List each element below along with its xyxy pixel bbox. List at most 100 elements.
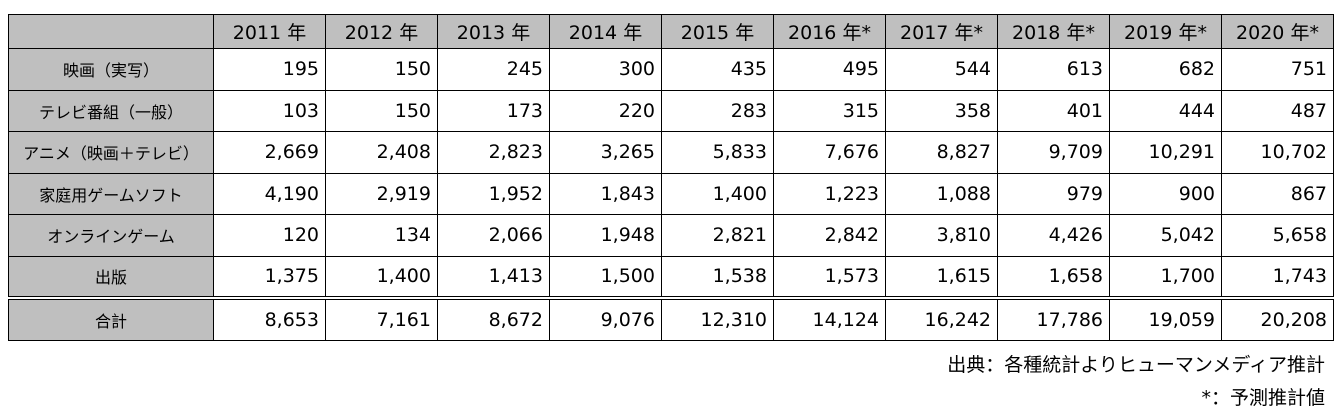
column-header: 2018 年* <box>997 14 1110 49</box>
value-cell: 2,842 <box>773 214 886 257</box>
value-cell: 103 <box>213 89 326 132</box>
value-cell: 120 <box>213 214 326 257</box>
column-header: 2011 年 <box>213 14 326 49</box>
value-cell: 150 <box>325 48 438 91</box>
value-cell: 401 <box>997 89 1110 132</box>
value-cell: 613 <box>997 48 1110 91</box>
value-cell: 435 <box>661 48 774 91</box>
value-cell: 1,223 <box>773 172 886 215</box>
value-cell: 10,291 <box>1109 131 1222 174</box>
value-cell: 5,658 <box>1221 214 1334 257</box>
value-cell: 7,161 <box>325 295 438 341</box>
legend-note: *：予測推計値 <box>1201 387 1325 409</box>
value-cell: 900 <box>1109 172 1222 215</box>
column-header: 2013 年 <box>437 14 550 49</box>
value-cell: 358 <box>885 89 998 132</box>
value-cell: 150 <box>325 89 438 132</box>
value-cell: 682 <box>1109 48 1222 91</box>
corner-cell <box>8 14 214 49</box>
value-cell: 5,042 <box>1109 214 1222 257</box>
value-cell: 3,265 <box>549 131 662 174</box>
row-label: 合計 <box>8 295 214 341</box>
value-cell: 444 <box>1109 89 1222 132</box>
table-row: 合計 8,653 7,161 8,672 9,076 12,310 14,124 16,242… <box>8 295 1334 341</box>
value-cell: 134 <box>325 214 438 257</box>
table-row: テレビ番組（一般） 103 150 173 220 283 315 358 401 444 487 <box>8 89 1334 132</box>
value-cell: 1,375 <box>213 255 326 298</box>
value-cell: 9,709 <box>997 131 1110 174</box>
value-cell: 495 <box>773 48 886 91</box>
table-row: アニメ（映画＋テレビ） 2,669 2,408 2,823 3,265 5,833 7,67… <box>8 131 1334 174</box>
header-row: 2011 年 2012 年 2013 年 2014 年 2015 年 2016 年* 201… <box>8 14 1334 49</box>
value-cell: 1,573 <box>773 255 886 298</box>
value-cell: 487 <box>1221 89 1334 132</box>
value-cell: 1,700 <box>1109 255 1222 298</box>
table-row: 出版 1,375 1,400 1,413 1,500 1,538 1,573 1,615 1,6… <box>8 255 1334 298</box>
column-header: 2014 年 <box>549 14 662 49</box>
value-cell: 1,500 <box>549 255 662 298</box>
value-cell: 1,952 <box>437 172 550 215</box>
value-cell: 10,702 <box>1221 131 1334 174</box>
value-cell: 16,242 <box>885 295 998 341</box>
value-cell: 979 <box>997 172 1110 215</box>
column-header: 2020 年* <box>1221 14 1334 49</box>
value-cell: 2,919 <box>325 172 438 215</box>
value-cell: 245 <box>437 48 550 91</box>
value-cell: 12,310 <box>661 295 774 341</box>
value-cell: 14,124 <box>773 295 886 341</box>
data-table: 2011 年 2012 年 2013 年 2014 年 2015 年 2016 年* 201… <box>8 14 1334 341</box>
value-cell: 8,672 <box>437 295 550 341</box>
value-cell: 867 <box>1221 172 1334 215</box>
value-cell: 3,810 <box>885 214 998 257</box>
value-cell: 2,408 <box>325 131 438 174</box>
value-cell: 5,833 <box>661 131 774 174</box>
value-cell: 8,827 <box>885 131 998 174</box>
value-cell: 1,658 <box>997 255 1110 298</box>
row-label: 映画（実写） <box>8 48 214 91</box>
value-cell: 1,948 <box>549 214 662 257</box>
value-cell: 544 <box>885 48 998 91</box>
value-cell: 315 <box>773 89 886 132</box>
value-cell: 1,088 <box>885 172 998 215</box>
value-cell: 1,615 <box>885 255 998 298</box>
value-cell: 751 <box>1221 48 1334 91</box>
column-header: 2016 年* <box>773 14 886 49</box>
value-cell: 9,076 <box>549 295 662 341</box>
row-label: テレビ番組（一般） <box>8 89 214 132</box>
table-row: 家庭用ゲームソフト 4,190 2,919 1,952 1,843 1,400 1,223 1… <box>8 172 1334 215</box>
value-cell: 4,426 <box>997 214 1110 257</box>
value-cell: 283 <box>661 89 774 132</box>
value-cell: 8,653 <box>213 295 326 341</box>
value-cell: 19,059 <box>1109 295 1222 341</box>
value-cell: 1,743 <box>1221 255 1334 298</box>
value-cell: 2,669 <box>213 131 326 174</box>
column-header: 2012 年 <box>325 14 438 49</box>
value-cell: 2,821 <box>661 214 774 257</box>
value-cell: 2,066 <box>437 214 550 257</box>
table-row: 映画（実写） 195 150 245 300 435 495 544 613 682 751 <box>8 48 1334 91</box>
value-cell: 195 <box>213 48 326 91</box>
column-header: 2015 年 <box>661 14 774 49</box>
value-cell: 1,843 <box>549 172 662 215</box>
table-row: オンラインゲーム 120 134 2,066 1,948 2,821 2,842 3,810 4… <box>8 214 1334 257</box>
value-cell: 20,208 <box>1221 295 1334 341</box>
value-cell: 1,400 <box>325 255 438 298</box>
value-cell: 1,413 <box>437 255 550 298</box>
row-label: オンラインゲーム <box>8 214 214 257</box>
value-cell: 220 <box>549 89 662 132</box>
row-label: アニメ（映画＋テレビ） <box>8 131 214 174</box>
column-header: 2017 年* <box>885 14 998 49</box>
value-cell: 4,190 <box>213 172 326 215</box>
value-cell: 173 <box>437 89 550 132</box>
value-cell: 1,538 <box>661 255 774 298</box>
row-label: 出版 <box>8 255 214 298</box>
value-cell: 1,400 <box>661 172 774 215</box>
source-note: 出典：各種統計よりヒューマンメディア推計 <box>947 354 1325 376</box>
value-cell: 7,676 <box>773 131 886 174</box>
value-cell: 2,823 <box>437 131 550 174</box>
row-label: 家庭用ゲームソフト <box>8 172 214 215</box>
value-cell: 17,786 <box>997 295 1110 341</box>
column-header: 2019 年* <box>1109 14 1222 49</box>
value-cell: 300 <box>549 48 662 91</box>
